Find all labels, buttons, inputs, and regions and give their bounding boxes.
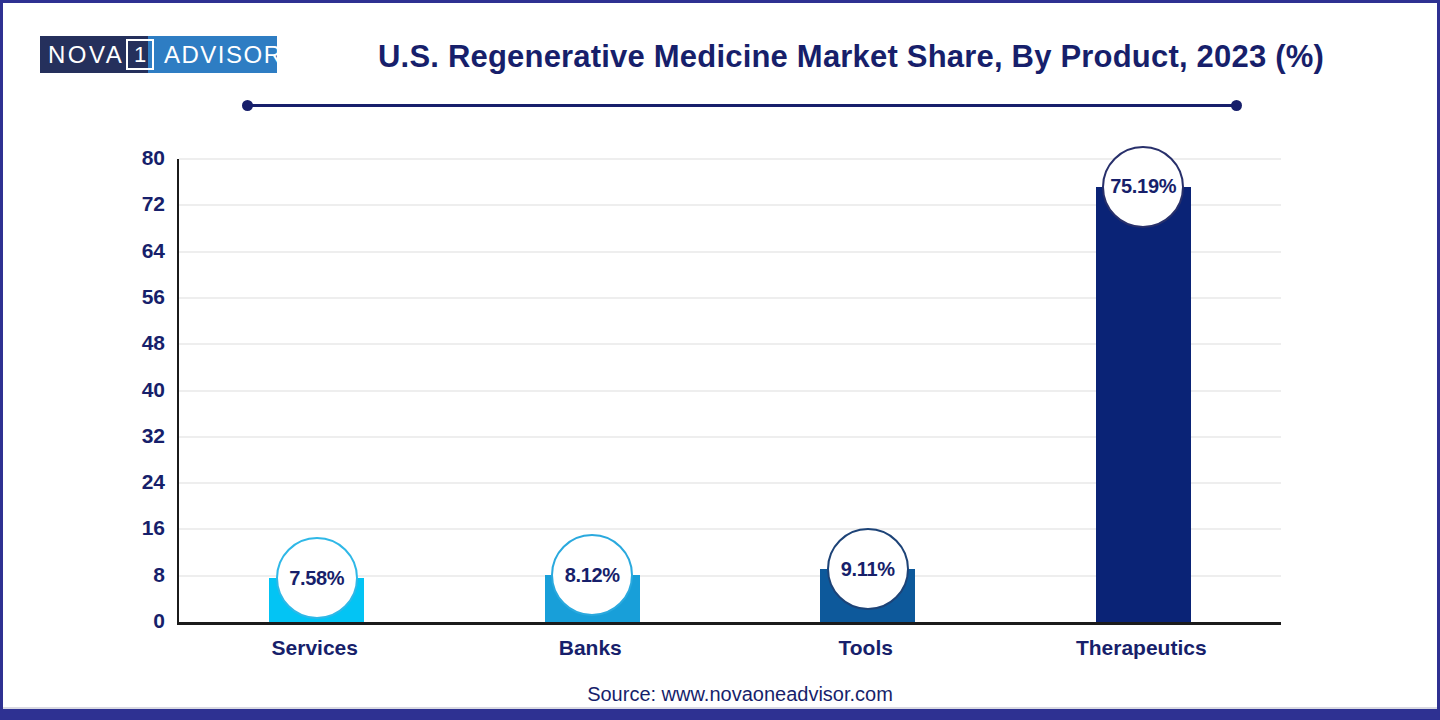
title-underline <box>247 104 1237 107</box>
x-axis-category-labels: ServicesBanksToolsTherapeutics <box>177 636 1279 664</box>
y-tick-label-0: 0 <box>93 610 165 632</box>
category-label-therapeutics: Therapeutics <box>1004 636 1280 660</box>
y-tick-label-72: 72 <box>93 193 165 215</box>
category-label-tools: Tools <box>728 636 1004 660</box>
underline-left-dot <box>242 100 253 111</box>
source-text: Source: www.novaoneadvisor.com <box>43 683 1437 706</box>
plot-area: 7.58%8.12%9.11%75.19% <box>177 159 1281 625</box>
logo-right-segment: ADVISOR <box>148 36 277 73</box>
chart-title: U.S. Regenerative Medicine Market Share,… <box>318 39 1384 75</box>
y-axis-tick-labels: 08162432404856647280 <box>93 159 165 622</box>
logo-text-one: 1 <box>134 42 146 68</box>
underline-right-dot <box>1231 100 1242 111</box>
category-label-banks: Banks <box>453 636 729 660</box>
logo-text-advisor: ADVISOR <box>164 41 283 69</box>
y-tick-label-56: 56 <box>93 286 165 308</box>
y-tick-label-48: 48 <box>93 332 165 354</box>
logo-one-box: 1 <box>126 39 154 70</box>
y-tick-label-80: 80 <box>93 147 165 169</box>
category-label-services: Services <box>177 636 453 660</box>
infographic-canvas: NOVA ADVISOR 1 U.S. Regenerative Medicin… <box>0 0 1440 720</box>
y-tick-label-8: 8 <box>93 564 165 586</box>
bar-therapeutics <box>1096 187 1191 622</box>
value-badge-therapeutics: 75.19% <box>1102 146 1184 228</box>
value-badge-services: 7.58% <box>276 537 358 619</box>
brand-logo: NOVA ADVISOR 1 <box>40 36 277 73</box>
y-tick-label-32: 32 <box>93 425 165 447</box>
y-tick-label-16: 16 <box>93 517 165 539</box>
bottom-navy-strip <box>3 709 1437 717</box>
logo-text-nova: NOVA <box>48 41 124 69</box>
value-badge-banks: 8.12% <box>551 534 633 616</box>
y-tick-label-24: 24 <box>93 471 165 493</box>
y-tick-label-40: 40 <box>93 379 165 401</box>
value-badge-tools: 9.11% <box>827 528 909 610</box>
y-tick-label-64: 64 <box>93 240 165 262</box>
